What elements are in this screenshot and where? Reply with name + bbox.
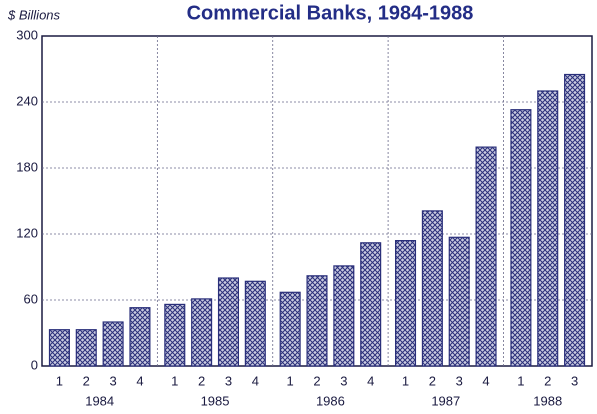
bar: [75, 329, 97, 367]
bar: [394, 240, 417, 367]
x-tick-label: 2: [198, 373, 205, 388]
group-label: 1986: [316, 393, 345, 408]
bar: [244, 280, 266, 367]
bar: [475, 146, 497, 367]
bar: [564, 73, 586, 367]
group-label: 1988: [533, 393, 562, 408]
bar: [537, 90, 559, 367]
bar: [333, 265, 355, 367]
bar: [421, 210, 443, 367]
x-tick-label: 1: [287, 373, 294, 388]
x-tick-label: 4: [136, 373, 143, 388]
bar: [217, 277, 240, 367]
y-tick-label: 300: [16, 27, 38, 42]
x-tick-label: 3: [225, 373, 232, 388]
bar: [48, 329, 70, 367]
y-tick-label: 60: [24, 291, 38, 306]
x-tick-label: 1: [56, 373, 63, 388]
x-tick-label: 2: [83, 373, 90, 388]
bar: [129, 307, 151, 367]
x-tick-label: 4: [482, 373, 489, 388]
y-tick-label: 0: [31, 357, 38, 372]
bar: [306, 275, 328, 367]
y-tick-label: 180: [16, 159, 38, 174]
y-tick-label: 240: [16, 93, 38, 108]
x-tick-label: 1: [171, 373, 178, 388]
bar: [448, 236, 470, 367]
x-tick-label: 1: [517, 373, 524, 388]
y-tick-label: 120: [16, 225, 38, 240]
bar: [510, 109, 532, 367]
bar: [164, 303, 186, 367]
x-tick-label: 3: [571, 373, 578, 388]
chart-title: Commercial Banks, 1984-1988: [187, 2, 474, 24]
bar: [279, 291, 301, 367]
x-tick-label: 3: [109, 373, 116, 388]
x-tick-label: 2: [429, 373, 436, 388]
group-label: 1984: [85, 393, 114, 408]
bar: [102, 321, 124, 367]
x-tick-label: 4: [367, 373, 374, 388]
x-tick-label: 3: [456, 373, 463, 388]
y-axis-label: $ Billions: [7, 7, 61, 22]
x-tick-label: 2: [544, 373, 551, 388]
x-tick-label: 4: [252, 373, 259, 388]
group-label: 1987: [431, 393, 460, 408]
x-tick-label: 3: [340, 373, 347, 388]
group-label: 1985: [201, 393, 230, 408]
bar: [360, 242, 382, 367]
bar: [191, 298, 213, 367]
x-tick-label: 1: [402, 373, 409, 388]
x-tick-label: 2: [313, 373, 320, 388]
